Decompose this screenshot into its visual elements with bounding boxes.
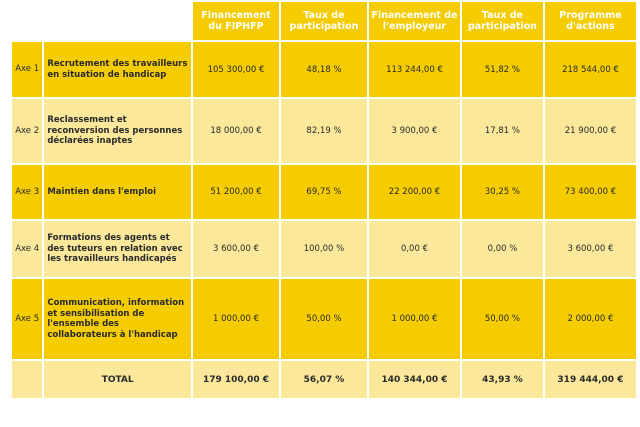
axe-label: Axe 3 [12, 165, 43, 219]
cell-taux-1: 82,19 % [280, 99, 367, 163]
col-header-taux-participation-2: Taux de participation [461, 2, 543, 40]
cell-financement-fiphfp: 51 200,00 € [193, 165, 279, 219]
axe-label: Axe 5 [12, 279, 43, 359]
table-row: Axe 1 Recrutement des travailleurs en si… [12, 42, 636, 97]
total-blank-cell [12, 361, 43, 398]
cell-taux-1: 48,18 % [280, 42, 367, 97]
cell-taux-2: 0,00 % [461, 221, 543, 277]
cell-financement-fiphfp: 1 000,00 € [193, 279, 279, 359]
cell-financement-employeur: 113 244,00 € [368, 42, 460, 97]
cell-programme: 218 544,00 € [544, 42, 636, 97]
cell-financement-employeur: 22 200,00 € [368, 165, 460, 219]
col-header-taux-participation-1: Taux de participation [280, 2, 367, 40]
table-row: Axe 2 Reclassement et reconversion des p… [12, 99, 636, 163]
total-label: TOTAL [44, 361, 192, 398]
axe-label: Axe 1 [12, 42, 43, 97]
funding-table: Financement du FIPHFP Taux de participat… [10, 0, 638, 400]
cell-taux-2: 17,81 % [461, 99, 543, 163]
total-taux-2: 43,93 % [461, 361, 543, 398]
cell-financement-fiphfp: 105 300,00 € [193, 42, 279, 97]
row-label: Reclassement et reconversion des personn… [44, 99, 192, 163]
row-label: Formations des agents et des tuteurs en … [44, 221, 192, 277]
total-programme: 319 444,00 € [544, 361, 636, 398]
col-header-financement-employeur: Financement de l'employeur [368, 2, 460, 40]
cell-financement-employeur: 3 900,00 € [368, 99, 460, 163]
table-row: Axe 4 Formations des agents et des tuteu… [12, 221, 636, 277]
cell-taux-1: 100,00 % [280, 221, 367, 277]
cell-programme: 3 600,00 € [544, 221, 636, 277]
cell-financement-employeur: 0,00 € [368, 221, 460, 277]
cell-programme: 2 000,00 € [544, 279, 636, 359]
row-label: Communication, information et sensibilis… [44, 279, 192, 359]
table-header-row: Financement du FIPHFP Taux de participat… [12, 2, 636, 40]
header-blank-axe [12, 2, 42, 40]
cell-financement-fiphfp: 3 600,00 € [193, 221, 279, 277]
cell-taux-1: 50,00 % [280, 279, 367, 359]
col-header-financement-fiphfp: Financement du FIPHFP [193, 2, 279, 40]
cell-programme: 21 900,00 € [544, 99, 636, 163]
total-financement-employeur: 140 344,00 € [368, 361, 460, 398]
header-blank-label [44, 2, 191, 40]
cell-taux-1: 69,75 % [280, 165, 367, 219]
row-label: Maintien dans l'emploi [44, 165, 192, 219]
col-header-programme-actions: Programme d'actions [544, 2, 636, 40]
axe-label: Axe 2 [12, 99, 43, 163]
cell-financement-fiphfp: 18 000,00 € [193, 99, 279, 163]
total-financement-fiphfp: 179 100,00 € [193, 361, 279, 398]
cell-taux-2: 30,25 % [461, 165, 543, 219]
cell-taux-2: 50,00 % [461, 279, 543, 359]
total-row: TOTAL 179 100,00 € 56,07 % 140 344,00 € … [12, 361, 636, 398]
table-row: Axe 5 Communication, information et sens… [12, 279, 636, 359]
cell-financement-employeur: 1 000,00 € [368, 279, 460, 359]
row-label: Recrutement des travailleurs en situatio… [44, 42, 192, 97]
axe-label: Axe 4 [12, 221, 43, 277]
table-row: Axe 3 Maintien dans l'emploi 51 200,00 €… [12, 165, 636, 219]
cell-programme: 73 400,00 € [544, 165, 636, 219]
cell-taux-2: 51,82 % [461, 42, 543, 97]
total-taux-1: 56,07 % [280, 361, 367, 398]
